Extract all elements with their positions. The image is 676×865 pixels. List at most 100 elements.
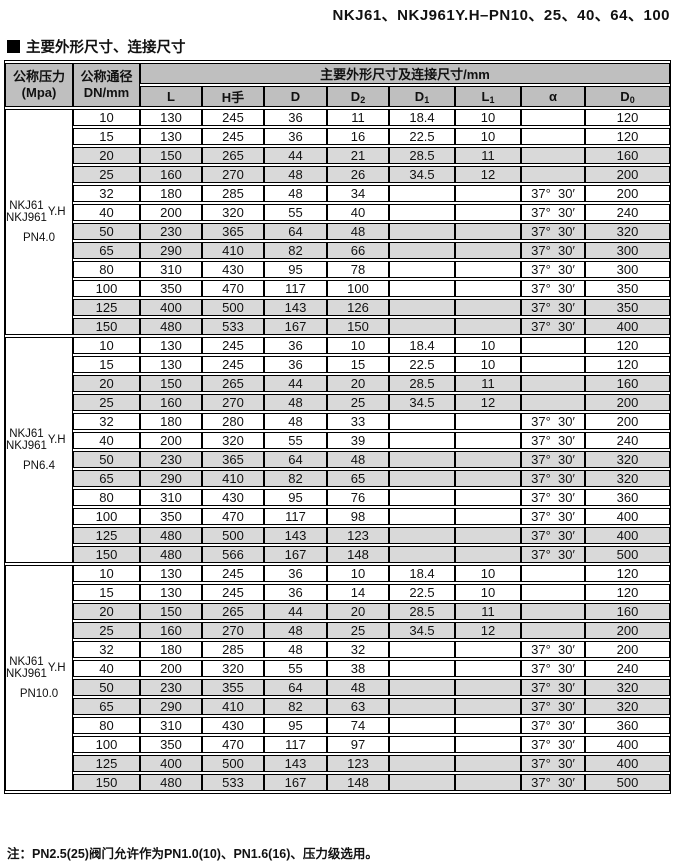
value-cell: 37° 30′ [521,185,585,202]
value-cell [389,299,455,316]
value-cell [389,280,455,297]
value-cell: 300 [585,261,670,278]
value-cell: 10 [455,128,521,145]
value-cell [455,413,521,430]
table-row: 20 150 265 44 20 28.5 11 160 [5,603,670,620]
value-cell: 320 [202,204,264,221]
page-title: NKJ61、NKJ961Y.H–PN10、25、40、64、100 [332,7,670,24]
value-cell: 126 [327,299,389,316]
table-row: 40 200 320 55 40 37° 30′ 240 [5,204,670,221]
value-cell: 533 [202,774,264,791]
pressure-header-line1: 公称压力 [12,69,65,85]
value-cell: 37° 30′ [521,242,585,259]
value-cell: 37° 30′ [521,774,585,791]
value-cell: 44 [264,603,327,620]
dn-cell: 25 [73,166,140,183]
value-cell [455,318,521,335]
value-cell: 290 [140,242,202,259]
value-cell: 37° 30′ [521,432,585,449]
value-cell: 36 [264,565,327,582]
value-cell: 37° 30′ [521,698,585,715]
value-cell: 265 [202,375,264,392]
value-cell: 10 [455,356,521,373]
table-row: 32 180 285 48 34 37° 30′ 200 [5,185,670,202]
value-cell [455,223,521,240]
value-cell: 230 [140,679,202,696]
value-cell: 28.5 [389,603,455,620]
value-cell: 37° 30′ [521,223,585,240]
value-cell [389,774,455,791]
dn-header-cell: 公称通径 DN/mm [73,63,140,107]
value-cell: 290 [140,698,202,715]
value-cell: 470 [202,736,264,753]
value-cell [521,565,585,582]
value-cell: 65 [327,470,389,487]
value-cell: 360 [585,717,670,734]
value-cell: 245 [202,109,264,126]
value-cell: 48 [327,223,389,240]
value-cell: 200 [140,660,202,677]
value-cell: 37° 30′ [521,413,585,430]
value-cell [389,736,455,753]
value-cell: 270 [202,394,264,411]
dn-cell: 20 [73,603,140,620]
value-cell: 360 [585,489,670,506]
table-row: 150 480 566 167 148 37° 30′ 500 [5,546,670,563]
dn-cell: 25 [73,394,140,411]
column-header-row: L H手 D D2 D1 L1 α D0 [5,86,670,107]
value-cell: 400 [585,508,670,525]
table-row: 80 310 430 95 74 37° 30′ 360 [5,717,670,734]
value-cell [455,717,521,734]
table-body: NKJ61 NKJ961 Y.H PN4.0 10 130 245 36 11 18.4 10 120… [5,109,670,791]
value-cell: 12 [455,394,521,411]
value-cell: 95 [264,489,327,506]
table-row: 25 160 270 48 25 34.5 12 200 [5,394,670,411]
value-cell [455,242,521,259]
value-cell: 143 [264,527,327,544]
value-cell [455,641,521,658]
value-cell: 10 [455,584,521,601]
value-cell: 400 [585,318,670,335]
value-cell: 430 [202,261,264,278]
value-cell: 400 [585,736,670,753]
value-cell: 37° 30′ [521,299,585,316]
value-cell [389,546,455,563]
value-cell: 410 [202,470,264,487]
dn-cell: 125 [73,299,140,316]
value-cell: 480 [140,318,202,335]
value-cell: 55 [264,204,327,221]
value-cell: 200 [585,185,670,202]
dn-cell: 15 [73,584,140,601]
value-cell: 167 [264,546,327,563]
value-cell: 48 [264,394,327,411]
value-cell: 480 [140,527,202,544]
value-cell: 230 [140,451,202,468]
value-cell: 10 [455,109,521,126]
value-cell: 245 [202,356,264,373]
value-cell: 63 [327,698,389,715]
value-cell [455,679,521,696]
dn-cell: 20 [73,147,140,164]
value-cell [455,736,521,753]
dn-cell: 50 [73,223,140,240]
value-cell: 33 [327,413,389,430]
table-row: 15 130 245 36 15 22.5 10 120 [5,356,670,373]
pressure-group-label: NKJ61 NKJ961 Y.H PN10.0 [5,565,73,791]
value-cell: 37° 30′ [521,508,585,525]
value-cell: 180 [140,641,202,658]
value-cell [389,679,455,696]
value-cell: 21 [327,147,389,164]
section-header: 主要外形尺寸、连接尺寸 [7,36,186,57]
value-cell: 480 [140,774,202,791]
value-cell: 44 [264,147,327,164]
dn-cell: 80 [73,489,140,506]
value-cell: 148 [327,546,389,563]
value-cell: 10 [455,337,521,354]
value-cell: 245 [202,565,264,582]
value-cell: 123 [327,755,389,772]
value-cell: 18.4 [389,109,455,126]
value-cell: 160 [585,603,670,620]
dn-cell: 100 [73,280,140,297]
value-cell: 143 [264,299,327,316]
value-cell: 37° 30′ [521,489,585,506]
